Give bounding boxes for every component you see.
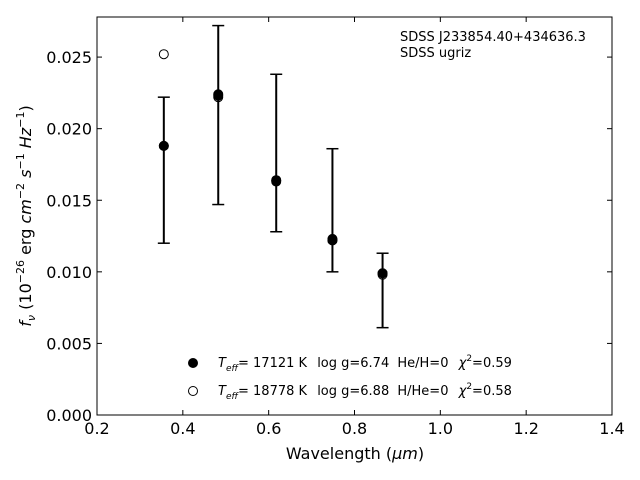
x-tick-label: 1.2 [513, 419, 538, 438]
model-point-filled [213, 89, 224, 100]
plot-area [96, 16, 613, 416]
model-point-open [327, 235, 338, 246]
y-axis-ticks: 0.000 0.005 0.010 0.015 0.020 0.025 [46, 48, 612, 425]
y-tick-label: 0.015 [46, 191, 92, 210]
y-tick-label: 0.025 [46, 48, 92, 67]
x-tick-label: 0.8 [342, 419, 367, 438]
y-tick-label: 0.020 [46, 120, 92, 139]
model-point-open [158, 49, 169, 60]
legend-entry-2: Teff= 18778 K log g=6.88 H/He=0 χ2=0.58 [218, 382, 512, 402]
legend-marker-filled [188, 358, 198, 368]
annotation-photometry: SDSS ugriz [400, 46, 471, 61]
x-tick-label: 0.6 [256, 419, 281, 438]
legend-entry-1: Teff= 17121 K log g=6.74 He/H=0 χ2=0.59 [218, 354, 512, 374]
x-axis-label: Wavelength (μm) [286, 444, 424, 463]
x-tick-label: 0.4 [170, 419, 195, 438]
annotation-object: SDSS J233854.40+434636.3 [400, 30, 586, 45]
y-tick-label: 0.000 [46, 406, 92, 425]
model-point-open [377, 269, 388, 280]
x-tick-label: 1.0 [428, 419, 453, 438]
y-axis-label: fν (10−26 erg cm−2 s−1 Hz−1) [14, 105, 38, 326]
model-point-open [271, 175, 282, 186]
model-point-filled [158, 140, 169, 151]
y-tick-label: 0.005 [46, 334, 92, 353]
model-point-open [213, 92, 224, 103]
legend: Teff= 17121 K log g=6.74 He/H=0 χ2=0.59 … [188, 354, 512, 402]
x-tick-label: 0.2 [84, 419, 109, 438]
legend-marker-open [188, 386, 198, 396]
x-axis-ticks: 0.2 0.4 0.6 0.8 1.0 1.2 1.4 [84, 17, 625, 438]
y-tick-label: 0.010 [46, 263, 92, 282]
data-points [158, 49, 388, 280]
x-tick-label: 1.4 [599, 419, 624, 438]
